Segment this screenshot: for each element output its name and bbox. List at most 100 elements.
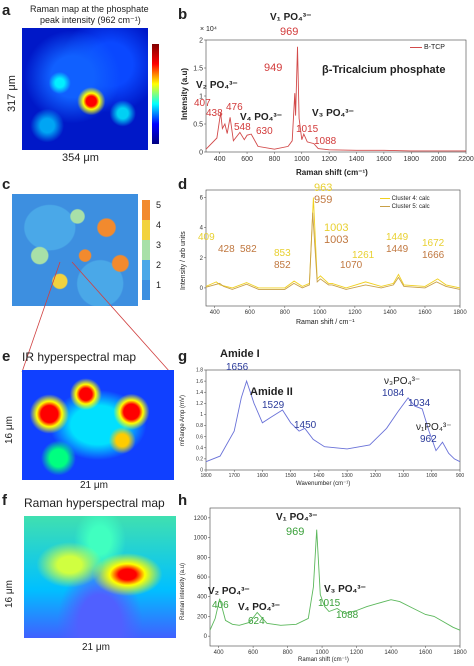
- band-label-v2: V₂ PO₄³⁻: [196, 80, 238, 91]
- peak-406: 406: [212, 600, 229, 611]
- x-tick-label: 1800: [453, 310, 467, 316]
- y-tick-label: 200: [197, 614, 208, 620]
- chart-exponent: × 10⁴: [200, 26, 217, 33]
- map-title-line1: Raman map at the phosphate: [30, 4, 149, 14]
- series-line: [205, 46, 466, 152]
- chart-g: 1800 1700 1600 1500 1400 1300 1200 1100 1000 900 0…: [196, 368, 465, 479]
- x-tick-label: 1600: [418, 310, 432, 316]
- band-label-v1: V₁ PO₄³⁻: [276, 512, 318, 523]
- band-label-v3: ν₃PO₄³⁻: [384, 376, 421, 387]
- x-tick-label: 1400: [349, 156, 365, 163]
- y-axis-label: mRange Amp (mV): [180, 394, 186, 446]
- panel-a: a Raman map at the phosphate peak intens…: [0, 0, 190, 165]
- y-tick-label: 1000: [194, 536, 208, 542]
- panel-g: g 1800 1700 1600 1500 1400 1300 1200 1100 1000 90…: [176, 340, 474, 490]
- x-tick-label: 1700: [229, 473, 240, 479]
- panel-b: b 400 600 800 1000 1200 1400 1600 1800 2000 2200 0…: [176, 0, 474, 180]
- y-tick-label: 1200: [194, 516, 208, 522]
- y-tick-label: 400: [197, 595, 208, 601]
- peak-1034: 1034: [408, 398, 431, 409]
- x-tick-label: 1100: [398, 473, 409, 479]
- legend-label: Cluster 4: calc: [391, 196, 430, 202]
- raman-intensity-map: [22, 28, 148, 150]
- peak-c4: 409: [198, 232, 215, 243]
- panel-label: c: [2, 176, 11, 193]
- band-label-amide1: Amide I: [220, 348, 260, 360]
- x-tick-label: 1200: [321, 156, 337, 163]
- y-scale-label: 317 μm: [6, 75, 18, 112]
- band-label-v2: V₂ PO₄³⁻: [208, 586, 250, 597]
- y-tick-label: 0.5: [193, 121, 203, 128]
- band-label-v4: V₄ PO₄³⁻: [240, 112, 283, 123]
- x-tick-label: 1200: [348, 310, 362, 316]
- peak-969: 969: [286, 526, 305, 538]
- peak-c5: 852: [274, 260, 291, 271]
- x-tick-label: 1500: [285, 473, 296, 479]
- peak-1088: 1088: [336, 610, 359, 621]
- y-tick-label: 2: [199, 37, 203, 44]
- peak-1529: 1529: [262, 400, 285, 411]
- y-tick-label: 1.4: [196, 390, 203, 396]
- peak-1656: 1656: [226, 362, 249, 373]
- legend-entry: Cluster 4: calc: [380, 196, 430, 202]
- panel-c: c 5 4 3 2 1: [0, 176, 190, 310]
- x-tick-label: 1000: [315, 650, 329, 656]
- x-tick-label: 1400: [384, 650, 398, 656]
- peak-438: 438: [206, 108, 223, 119]
- y-tick-label: 1.8: [196, 368, 203, 374]
- raman-hyperspectral-map: [24, 516, 176, 638]
- band-label-amide2: Amide II: [250, 386, 293, 398]
- chart-inner-title: β-Tricalcium phosphate: [322, 64, 446, 76]
- peak-c5: 1070: [340, 260, 363, 271]
- band-label-v4: V₄ PO₄³⁻: [238, 602, 281, 613]
- peak-c4: 853: [274, 248, 291, 259]
- x-tick-label: 1800: [200, 473, 211, 479]
- peak-1015: 1015: [318, 598, 341, 609]
- y-tick-label: 0: [200, 286, 204, 292]
- x-tick-label: 400: [210, 310, 221, 316]
- y-tick-label: 6: [200, 196, 204, 202]
- cluster-map: [12, 194, 138, 306]
- x-tick-label: 1600: [419, 650, 433, 656]
- peak-407: 407: [194, 98, 211, 109]
- peak-c4: 1261: [352, 250, 375, 261]
- x-tick-label: 800: [283, 650, 294, 656]
- x-tick-label: 600: [245, 310, 256, 316]
- x-tick-label: 1200: [350, 650, 364, 656]
- peak-624: 624: [248, 616, 265, 627]
- x-tick-label: 1000: [426, 473, 437, 479]
- x-tick-label: 600: [241, 156, 253, 163]
- series-line: [205, 212, 461, 290]
- colorbar-tick: 2: [156, 260, 162, 270]
- peak-1015: 1015: [296, 124, 319, 135]
- legend-entry: B-TCP: [410, 44, 445, 51]
- x-tick-label: 1200: [370, 473, 381, 479]
- y-tick-label: 2: [200, 256, 204, 262]
- x-axis-label: Wavenumber (cm⁻¹): [296, 481, 351, 487]
- peak-962: 962: [420, 434, 437, 445]
- x-axis-label: Raman shift / cm⁻¹: [296, 319, 355, 326]
- peak-1088: 1088: [314, 136, 337, 147]
- peak-c4: 1003: [324, 222, 349, 234]
- peak-548: 548: [234, 122, 251, 133]
- panel-label: e: [2, 348, 11, 365]
- band-label-v3: V₃ PO₄³⁻: [324, 584, 366, 595]
- x-tick-label: 400: [214, 650, 225, 656]
- peak-949: 949: [264, 62, 283, 74]
- y-tick-label: 1.5: [193, 65, 203, 72]
- peak-1450: 1450: [294, 420, 317, 431]
- series-line: [205, 197, 461, 289]
- x-tick-label: 900: [456, 473, 465, 479]
- y-axis-label: Raman intensity (a.u): [180, 562, 186, 620]
- legend-entry: Cluster 5: calc: [380, 204, 430, 210]
- peak-630: 630: [256, 126, 273, 137]
- panel-label: a: [2, 2, 11, 19]
- y-tick-label: 0.2: [196, 457, 203, 463]
- x-tick-label: 1600: [376, 156, 392, 163]
- series-line: [209, 529, 461, 631]
- ir-hyperspectral-map: [22, 370, 174, 480]
- y-tick-label: 0.4: [196, 445, 203, 451]
- y-tick-label: 0: [200, 468, 203, 474]
- peak-c5: 428: [218, 244, 235, 255]
- y-tick-label: 0.6: [196, 434, 203, 440]
